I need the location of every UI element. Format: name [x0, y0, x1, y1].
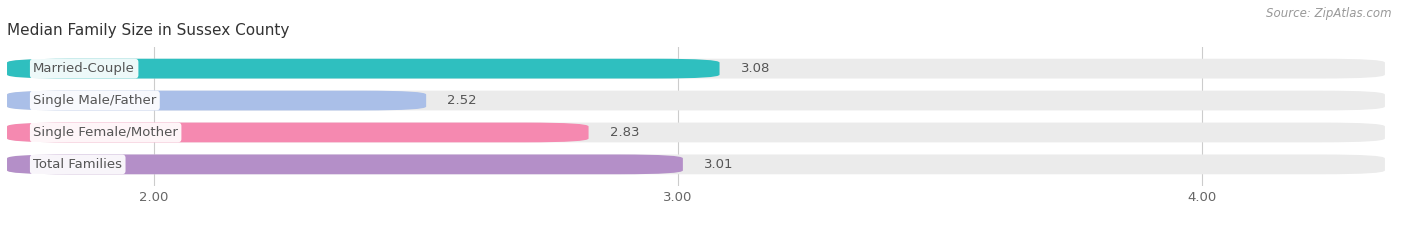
Text: Married-Couple: Married-Couple: [34, 62, 135, 75]
Text: 3.08: 3.08: [741, 62, 770, 75]
FancyBboxPatch shape: [7, 91, 426, 110]
FancyBboxPatch shape: [7, 123, 589, 142]
Text: 2.83: 2.83: [610, 126, 638, 139]
Text: Total Families: Total Families: [34, 158, 122, 171]
Text: 3.01: 3.01: [704, 158, 734, 171]
Text: Single Male/Father: Single Male/Father: [34, 94, 156, 107]
FancyBboxPatch shape: [7, 91, 1385, 110]
FancyBboxPatch shape: [7, 154, 683, 174]
FancyBboxPatch shape: [7, 59, 720, 79]
Text: 2.52: 2.52: [447, 94, 477, 107]
FancyBboxPatch shape: [7, 123, 1385, 142]
Text: Median Family Size in Sussex County: Median Family Size in Sussex County: [7, 24, 290, 38]
FancyBboxPatch shape: [7, 154, 1385, 174]
Text: Source: ZipAtlas.com: Source: ZipAtlas.com: [1267, 7, 1392, 20]
Text: Single Female/Mother: Single Female/Mother: [34, 126, 179, 139]
FancyBboxPatch shape: [7, 59, 1385, 79]
